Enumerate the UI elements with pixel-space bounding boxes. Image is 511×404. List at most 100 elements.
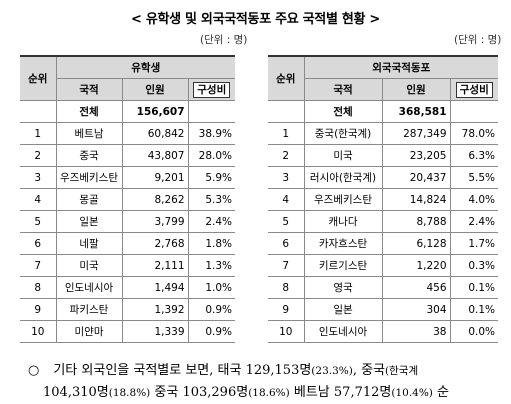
table-row: 4 우즈베키스탄 14,824 4.0%: [268, 188, 499, 211]
country-cell: 베트남: [55, 122, 123, 145]
rank-cell: 9: [20, 298, 57, 321]
ratio-cell: 0.1%: [449, 276, 499, 299]
ratio-cell: 5.3%: [187, 188, 235, 211]
total-row: 전체 368,581: [268, 100, 499, 123]
country-cell: 네팔: [55, 232, 123, 255]
people-cell: 9,201: [121, 166, 189, 189]
table-row: 6 카자흐스탄 6,128 1.7%: [268, 232, 499, 255]
country-header: 국적: [55, 78, 123, 101]
country-cell: 파키스탄: [55, 298, 123, 321]
country-cell: 일본: [303, 298, 383, 321]
table-row: 7 미국 2,111 1.3%: [20, 254, 235, 277]
rank-cell: 5: [268, 210, 305, 233]
summary-line-2: 104,310명(18.8%) 중국 103,296명(18.6%) 베트남 5…: [43, 385, 450, 400]
total-value: 156,607: [121, 100, 189, 123]
country-cell: 중국: [55, 144, 123, 167]
people-cell: 60,842: [121, 122, 189, 145]
country-cell: 영국: [303, 276, 383, 299]
unit-label-students: (단위 : 명): [200, 34, 248, 46]
group-header: 외국국적동포: [303, 55, 499, 79]
people-cell: 2,111: [121, 254, 189, 277]
students-header-row-1: 순위 유학생: [20, 55, 235, 101]
country-cell: 미국: [303, 144, 383, 167]
table-row: 7 키르기스탄 1,220 0.3%: [268, 254, 499, 277]
people-cell: 8,262: [121, 188, 189, 211]
table-row: 10 인도네시아 38 0.0%: [268, 320, 499, 343]
rank-cell: 7: [268, 254, 305, 277]
students-header-row-2: 국적 인원 구성비: [20, 78, 235, 101]
rank-cell: 8: [268, 276, 305, 299]
table-row: 10 미얀마 1,339 0.9%: [20, 320, 235, 343]
people-cell: 23,205: [381, 144, 451, 167]
rank-cell: 4: [268, 188, 305, 211]
table-row: 1 중국(한국계) 287,349 78.0%: [268, 122, 499, 145]
ratio-cell: 0.1%: [449, 298, 499, 321]
table-row: 3 우즈베키스탄 9,201 5.9%: [20, 166, 235, 189]
country-cell: 우즈베키스탄: [55, 166, 123, 189]
total-label: 전체: [303, 100, 383, 123]
page-title: < 유학생 및 외국국적동포 주요 국적별 현황 >: [131, 12, 380, 27]
table-row: 8 영국 456 0.1%: [268, 276, 499, 299]
ratio-cell: 0.0%: [449, 320, 499, 343]
table-row: 5 캐나다 8,788 2.4%: [268, 210, 499, 233]
ratio-cell: 1.3%: [187, 254, 235, 277]
rank-cell: 1: [20, 122, 57, 145]
country-header: 국적: [303, 78, 383, 101]
people-cell: 1,494: [121, 276, 189, 299]
ratio-cell: 5.9%: [187, 166, 235, 189]
people-cell: 1,339: [121, 320, 189, 343]
ratio-cell: 78.0%: [449, 122, 499, 145]
total-value: 368,581: [381, 100, 451, 123]
ethnic-header-row-2: 국적 인원 구성비: [268, 78, 499, 101]
ratio-cell: 1.8%: [187, 232, 235, 255]
people-cell: 456: [381, 276, 451, 299]
people-cell: 1,392: [121, 298, 189, 321]
table-row: 9 일본 304 0.1%: [268, 298, 499, 321]
rank-cell: 4: [20, 188, 57, 211]
rank-cell: 9: [268, 298, 305, 321]
total-label: 전체: [55, 100, 123, 123]
summary-paragraph: ○ 기타 외국인을 국적별로 보면, 태국 129,153명(23.3%), 중국…: [28, 360, 508, 404]
ratio-cell: 6.3%: [449, 144, 499, 167]
country-cell: 우즈베키스탄: [303, 188, 383, 211]
table-row: 2 미국 23,205 6.3%: [268, 144, 499, 167]
ratio-cell: 1.0%: [187, 276, 235, 299]
ratio-cell: 0.9%: [187, 320, 235, 343]
ratio-header: 구성비: [449, 78, 499, 101]
rank-cell: 2: [268, 144, 305, 167]
rank-cell: 6: [268, 232, 305, 255]
people-header: 인원: [381, 78, 451, 101]
rank-header: 순위: [20, 55, 57, 101]
country-cell: 몽골: [55, 188, 123, 211]
country-cell: 인도네시아: [55, 276, 123, 299]
rank-cell: 5: [20, 210, 57, 233]
people-cell: 14,824: [381, 188, 451, 211]
people-cell: 8,788: [381, 210, 451, 233]
country-cell: 키르기스탄: [303, 254, 383, 277]
table-row: 5 일본 3,799 2.4%: [20, 210, 235, 233]
rank-cell: 3: [268, 166, 305, 189]
people-cell: 3,799: [121, 210, 189, 233]
group-header: 유학생: [55, 55, 235, 79]
country-cell: 카자흐스탄: [303, 232, 383, 255]
rank-cell: 10: [20, 320, 57, 343]
ratio-cell: 0.3%: [449, 254, 499, 277]
ratio-cell: 4.0%: [449, 188, 499, 211]
people-cell: 38: [381, 320, 451, 343]
country-cell: 중국(한국계): [303, 122, 383, 145]
people-cell: 2,768: [121, 232, 189, 255]
country-cell: 일본: [55, 210, 123, 233]
table-row: 2 중국 43,807 28.0%: [20, 144, 235, 167]
people-cell: 20,437: [381, 166, 451, 189]
ratio-cell: 2.4%: [187, 210, 235, 233]
ratio-header: 구성비: [187, 78, 235, 101]
ratio-cell: 28.0%: [187, 144, 235, 167]
ethnic-header-row-1: 순위 외국국적동포: [268, 55, 499, 101]
ethnic-koreans-table: 순위 외국국적동포 국적 인원 구성비 전체 368,581 1 중국(한국계) 2…: [268, 55, 499, 343]
people-cell: 287,349: [381, 122, 451, 145]
bullet-circle: ○: [28, 363, 40, 378]
people-cell: 43,807: [121, 144, 189, 167]
ratio-cell: 38.9%: [187, 122, 235, 145]
rank-cell: 2: [20, 144, 57, 167]
table-row: 4 몽골 8,262 5.3%: [20, 188, 235, 211]
